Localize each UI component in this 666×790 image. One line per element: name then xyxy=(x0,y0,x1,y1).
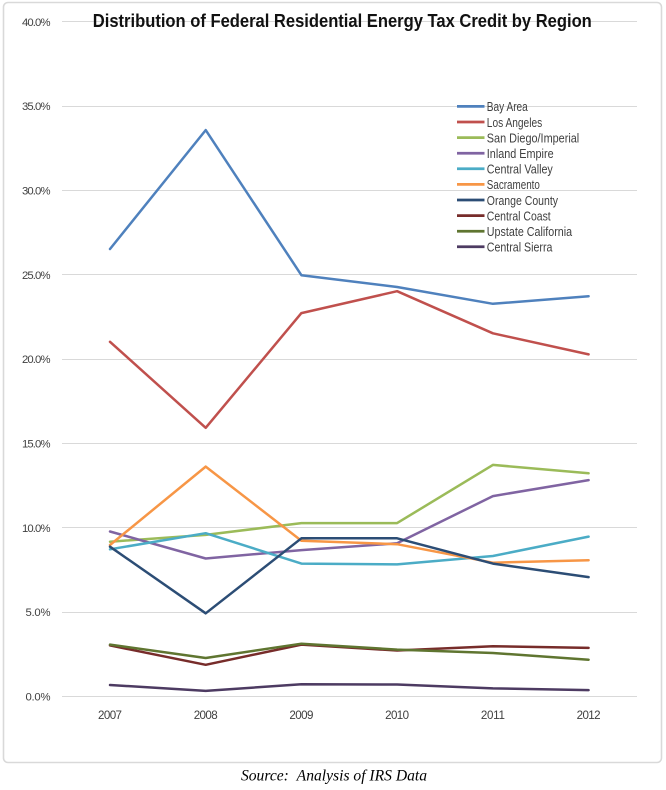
svg-text:30.0%: 30.0% xyxy=(22,186,51,198)
svg-text:2009: 2009 xyxy=(289,709,313,722)
svg-text:Inland Empire: Inland Empire xyxy=(487,146,554,161)
svg-text:Los Angeles: Los Angeles xyxy=(487,115,542,130)
svg-text:20.0%: 20.0% xyxy=(22,354,51,366)
svg-text:25.0%: 25.0% xyxy=(22,270,51,282)
svg-text:5.0%: 5.0% xyxy=(26,607,51,619)
svg-text:San Diego/Imperial: San Diego/Imperial xyxy=(487,130,579,145)
svg-text:0.0%: 0.0% xyxy=(26,692,51,704)
svg-text:Distribution of Federal Reside: Distribution of Federal Residential Ener… xyxy=(93,10,592,31)
svg-text:40.0%: 40.0% xyxy=(22,17,51,29)
svg-text:Upstate California: Upstate California xyxy=(487,224,573,239)
svg-text:2008: 2008 xyxy=(194,709,218,722)
svg-text:2010: 2010 xyxy=(385,709,409,722)
svg-text:Bay Area: Bay Area xyxy=(487,99,529,114)
svg-text:Source: Analysis of IRS Data: Source: Analysis of IRS Data xyxy=(241,768,427,785)
svg-text:Central Sierra: Central Sierra xyxy=(487,240,553,255)
svg-text:Central Coast: Central Coast xyxy=(487,208,551,223)
svg-text:15.0%: 15.0% xyxy=(22,439,51,451)
svg-text:Central Valley: Central Valley xyxy=(487,162,554,177)
svg-text:2007: 2007 xyxy=(98,709,122,722)
svg-text:2012: 2012 xyxy=(577,709,601,722)
svg-text:10.0%: 10.0% xyxy=(22,523,51,535)
svg-text:2011: 2011 xyxy=(481,709,505,722)
svg-text:Orange County: Orange County xyxy=(487,193,559,208)
svg-text:Sacramento: Sacramento xyxy=(487,177,540,192)
svg-text:35.0%: 35.0% xyxy=(22,101,51,113)
